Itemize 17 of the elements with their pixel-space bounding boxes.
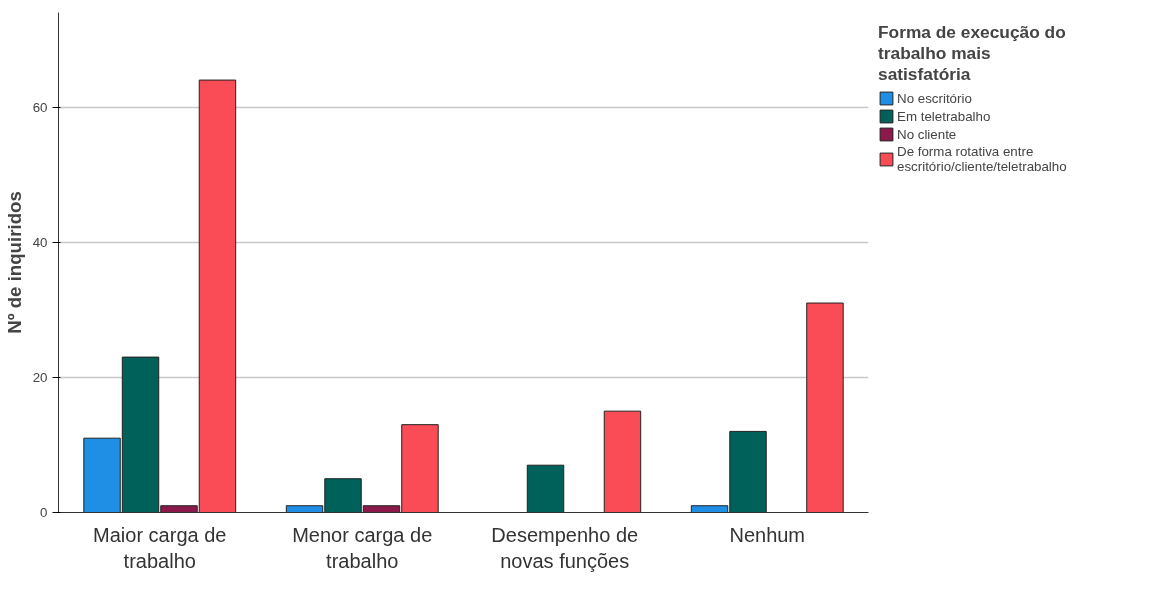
y-tick-label: 60 — [32, 99, 48, 115]
legend-title: Forma de execução do trabalho mais satisfatória — [878, 22, 1067, 85]
bar — [526, 464, 565, 513]
x-tick-label: Menor carga de trabalho — [292, 523, 433, 572]
y-tick-label: 20 — [32, 369, 48, 385]
legend-label: Em teletrabalho — [897, 108, 991, 124]
bar — [603, 410, 642, 513]
y-tick-label: 40 — [32, 234, 48, 250]
x-tick-label: Nenhum — [729, 523, 806, 546]
legend-label: No cliente — [897, 126, 957, 142]
bar — [806, 302, 844, 513]
y-tick-label: 0 — [40, 505, 48, 520]
legend-label: De forma rotativa entre escritório/cliente/teletrabalho — [897, 144, 1067, 174]
x-tick-label: Desempenho de novas funções — [491, 523, 639, 572]
y-axis-title: Nº de inquiridos — [3, 191, 25, 334]
x-tick-label: Maior carga de trabalho — [93, 523, 227, 572]
legend-label: No escritório — [897, 90, 972, 106]
